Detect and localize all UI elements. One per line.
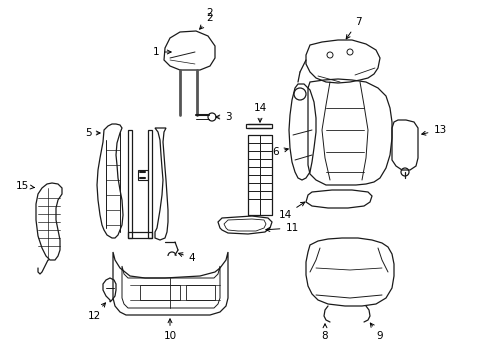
Text: 14: 14: [253, 103, 266, 122]
Text: 6: 6: [272, 147, 287, 157]
Text: 14: 14: [278, 202, 304, 220]
Text: 2: 2: [199, 13, 213, 29]
Text: 12: 12: [87, 303, 105, 321]
Text: 5: 5: [84, 128, 100, 138]
Text: 11: 11: [265, 223, 298, 233]
Text: 8: 8: [321, 324, 327, 341]
Text: 9: 9: [369, 323, 383, 341]
Text: 15: 15: [15, 181, 34, 191]
Text: 1: 1: [152, 47, 171, 57]
Text: 4: 4: [178, 253, 195, 263]
Text: 7: 7: [346, 17, 361, 39]
Text: 10: 10: [163, 319, 176, 341]
Text: 2: 2: [206, 8, 213, 18]
Text: 3: 3: [215, 112, 231, 122]
Text: 13: 13: [421, 125, 446, 135]
